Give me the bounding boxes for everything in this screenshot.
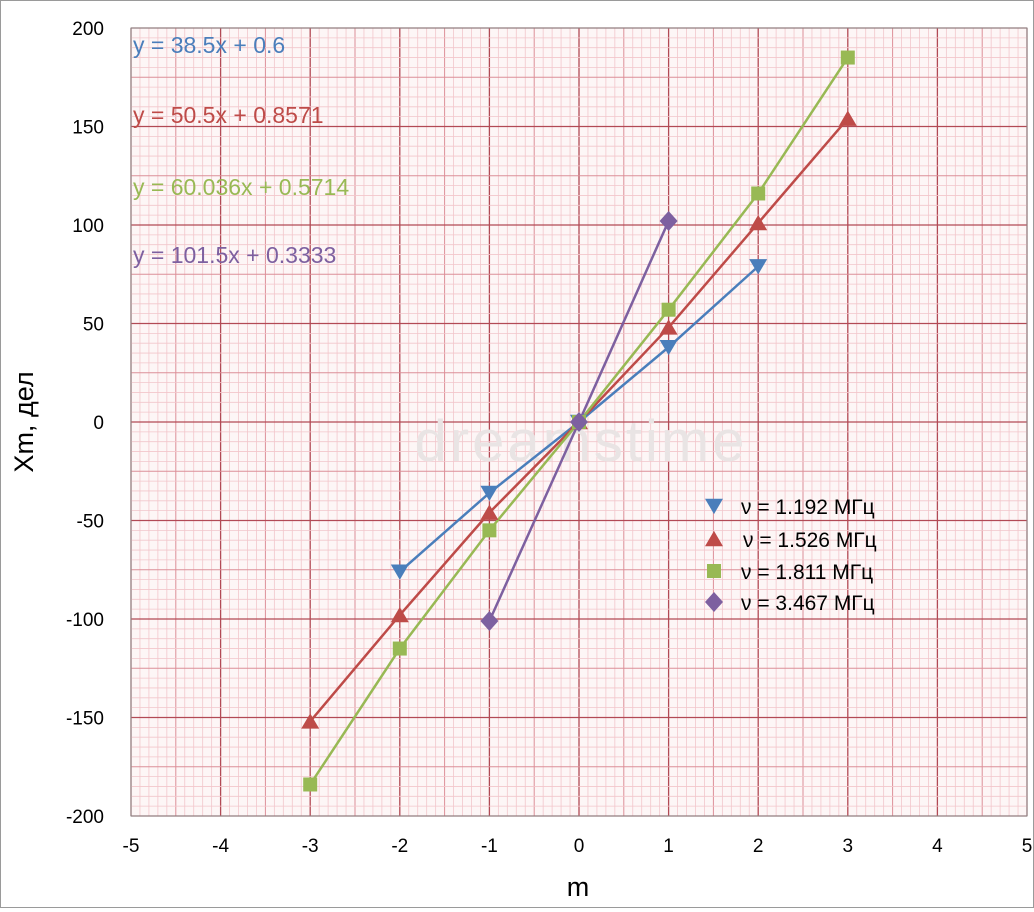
y-tick-label: -100 <box>66 610 104 631</box>
tick-labels: -5 -4 -3 -2 -1 0 1 2 3 4 5 200 150 100 50 0 -50 -100 -150 -… <box>66 19 1032 857</box>
data-point-s1 <box>659 339 678 356</box>
grid <box>130 27 1028 817</box>
legend-marker-4 <box>705 592 723 612</box>
x-tick-label: -3 <box>302 836 319 857</box>
trendline-equation-3: y = 60.036x + 0.5714 <box>133 174 349 200</box>
data-point-s2 <box>480 504 499 520</box>
y-tick-label: 50 <box>83 315 104 336</box>
y-tick-label: -200 <box>66 807 104 828</box>
data-point-s2 <box>749 214 768 231</box>
trendline-equations: y = 38.5x + 0.6 y = 50.5x + 0.8571 y = 60.… <box>133 32 349 268</box>
data-point-s2 <box>838 110 857 126</box>
legend-marker-1 <box>705 498 723 515</box>
x-tick-label: -4 <box>212 836 229 857</box>
y-tick-label: 200 <box>72 19 104 40</box>
x-tick-label: -5 <box>123 836 140 857</box>
legend-label-2: ν = 1.526 МГц <box>743 529 877 552</box>
legend-marker-2 <box>705 530 723 547</box>
legend-marker-3 <box>707 564 721 578</box>
x-tick-label: 5 <box>1022 836 1033 857</box>
data-point-s3 <box>661 302 676 317</box>
data-point-s2 <box>659 319 678 335</box>
data-point-s3 <box>840 50 855 65</box>
data-point-s3 <box>482 523 497 538</box>
data-point-s1 <box>480 485 499 502</box>
legend: ν = 1.192 МГц ν = 1.526 МГц ν = 1.811 МГц ν… <box>705 496 877 615</box>
x-tick-label: 0 <box>574 836 585 857</box>
x-tick-label: 1 <box>663 836 674 857</box>
y-tick-label: 100 <box>72 216 104 237</box>
legend-label-1: ν = 1.192 МГц <box>741 496 875 519</box>
x-tick-label: 3 <box>843 836 854 857</box>
y-tick-label: -150 <box>66 709 104 730</box>
data-point-s4 <box>480 610 499 631</box>
legend-label-3: ν = 1.811 МГц <box>741 561 873 584</box>
data-point-s1 <box>390 564 409 580</box>
x-tick-label: 4 <box>932 836 943 857</box>
y-tick-label: -50 <box>77 512 104 533</box>
trendline-equation-4: y = 101.5x + 0.3333 <box>133 242 336 268</box>
data-point-s4 <box>570 412 588 432</box>
y-tick-label: 150 <box>72 118 104 139</box>
data-point-s4 <box>659 211 678 232</box>
data-point-s1 <box>749 259 768 275</box>
x-tick-label: -2 <box>391 836 408 857</box>
legend-label-4: ν = 3.467 МГц <box>741 592 875 615</box>
data-point-s2 <box>301 713 320 729</box>
plot-border <box>130 27 1028 817</box>
trendline-equation-1: y = 38.5x + 0.6 <box>133 32 285 58</box>
y-tick-label: 0 <box>93 413 104 434</box>
data-point-s3 <box>303 777 318 792</box>
data-point-s3 <box>751 186 766 201</box>
x-tick-label: 2 <box>753 836 764 857</box>
trendline-equation-2: y = 50.5x + 0.8571 <box>133 102 324 128</box>
data-point-s2 <box>390 606 409 623</box>
y-axis-title: Xm, дел <box>9 371 39 472</box>
data-point-s3 <box>392 641 407 656</box>
x-tick-label: -1 <box>481 836 498 857</box>
data-markers <box>301 50 857 792</box>
x-axis-title: m <box>567 872 590 902</box>
